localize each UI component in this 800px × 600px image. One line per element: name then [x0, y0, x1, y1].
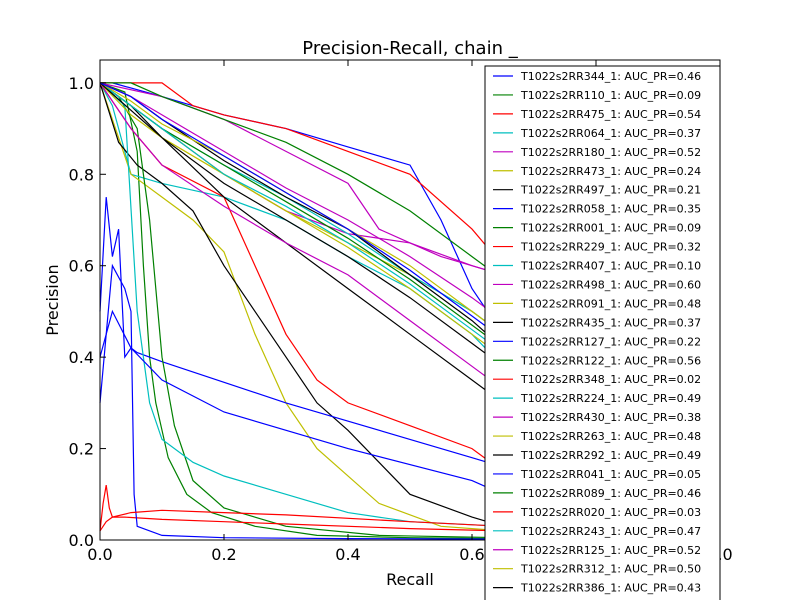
- series-line-19: [99, 82, 504, 390]
- y-tick-label: 1.0: [69, 74, 94, 93]
- legend-entry-label: T1022s2RR110_1: AUC_PR=0.09: [520, 89, 701, 102]
- y-tick-label: 0.8: [69, 165, 94, 184]
- series-line-6: [99, 82, 504, 532]
- series-line-17: [99, 484, 504, 532]
- legend-entry-label: T1022s2RR407_1: AUC_PR=0.10: [520, 260, 701, 273]
- series-line-7: [99, 82, 504, 527]
- x-tick-label: 0.4: [335, 545, 360, 564]
- y-tick-label: 0.6: [69, 257, 94, 276]
- legend: T1022s2RR344_1: AUC_PR=0.46 T1022s2RR110_…: [484, 65, 721, 600]
- series-line-8: [99, 197, 504, 468]
- chart-title: Precision-Recall, chain _: [302, 38, 518, 59]
- x-tick-label: 0.6: [459, 545, 484, 564]
- legend-entry-label: T1022s2RR312_1: AUC_PR=0.50: [520, 563, 701, 576]
- legend-entry-label: T1022s2RR497_1: AUC_PR=0.21: [520, 184, 701, 197]
- legend-entry-label: T1022s2RR058_1: AUC_PR=0.35: [520, 203, 701, 216]
- legend-entry-label: T1022s2RR475_1: AUC_PR=0.54: [520, 108, 701, 121]
- series-line-9: [99, 82, 504, 539]
- legend-entry-label: T1022s2RR229_1: AUC_PR=0.32: [520, 241, 701, 254]
- series-line-28: [99, 82, 504, 367]
- y-axis-label: Precision: [43, 264, 62, 335]
- legend-entry-label: T1022s2RR064_1: AUC_PR=0.37: [520, 127, 701, 140]
- legend-entry-label: T1022s2RR263_1: AUC_PR=0.48: [520, 430, 701, 443]
- series-line-2: [99, 82, 504, 540]
- legend-entry-label: T1022s2RR224_1: AUC_PR=0.49: [520, 392, 701, 405]
- legend-entry-label: T1022s2RR498_1: AUC_PR=0.60: [520, 278, 701, 291]
- series-line-24: [99, 509, 504, 532]
- legend-entry-label: T1022s2RR001_1: AUC_PR=0.09: [520, 222, 701, 235]
- y-tick-label: 0.4: [69, 348, 94, 367]
- legend-entry-label: T1022s2RR344_1: AUC_PR=0.46: [520, 70, 701, 83]
- x-tick-label: 0.2: [211, 545, 236, 564]
- legend-entry-label: T1022s2RR091_1: AUC_PR=0.48: [520, 297, 701, 310]
- legend-entry-label: T1022s2RR435_1: AUC_PR=0.37: [520, 316, 701, 329]
- series-line-1: [100, 82, 504, 335]
- legend-entry-label: T1022s2RR292_1: AUC_PR=0.49: [520, 449, 701, 462]
- series-line-3: [100, 82, 504, 267]
- legend-items: T1022s2RR344_1: AUC_PR=0.46 T1022s2RR110_…: [493, 70, 701, 595]
- y-tick-label: 0.2: [69, 440, 94, 459]
- series-layer: [99, 82, 504, 540]
- ticks-layer: 0.00.20.40.60.81.00.00.20.40.60.81.0: [69, 60, 733, 564]
- legend-box: [484, 65, 721, 600]
- series-line-20: [99, 82, 504, 358]
- series-line-26: [99, 82, 504, 322]
- y-tick-label: 0.0: [69, 531, 94, 550]
- legend-entry-label: T1022s2RR243_1: AUC_PR=0.47: [520, 525, 701, 538]
- legend-entry-label: T1022s2RR348_1: AUC_PR=0.02: [520, 373, 701, 386]
- series-line-11: [99, 82, 504, 527]
- legend-entry-label: T1022s2RR041_1: AUC_PR=0.05: [520, 468, 701, 481]
- series-line-25: [99, 82, 504, 354]
- legend-entry-label: T1022s2RR020_1: AUC_PR=0.03: [520, 506, 701, 519]
- legend-entry-label: T1022s2RR125_1: AUC_PR=0.52: [520, 544, 701, 557]
- legend-entry-label: T1022s2RR180_1: AUC_PR=0.52: [520, 146, 701, 159]
- legend-entry-label: T1022s2RR430_1: AUC_PR=0.38: [520, 411, 701, 424]
- series-line-15: [99, 309, 504, 495]
- legend-entry-label: T1022s2RR473_1: AUC_PR=0.24: [520, 165, 701, 178]
- legend-entry-label: T1022s2RR386_1: AUC_PR=0.43: [520, 582, 701, 595]
- x-tick-label: 0.0: [87, 545, 112, 564]
- legend-entry-label: T1022s2RR089_1: AUC_PR=0.46: [520, 487, 701, 500]
- legend-entry-label: T1022s2RR127_1: AUC_PR=0.22: [520, 335, 701, 348]
- x-axis-label: Recall: [386, 570, 434, 589]
- series-line-22: [99, 263, 504, 540]
- series-line-29: [99, 82, 504, 340]
- series-line-16: [100, 82, 504, 280]
- legend-entry-label: T1022s2RR122_1: AUC_PR=0.56: [520, 354, 701, 367]
